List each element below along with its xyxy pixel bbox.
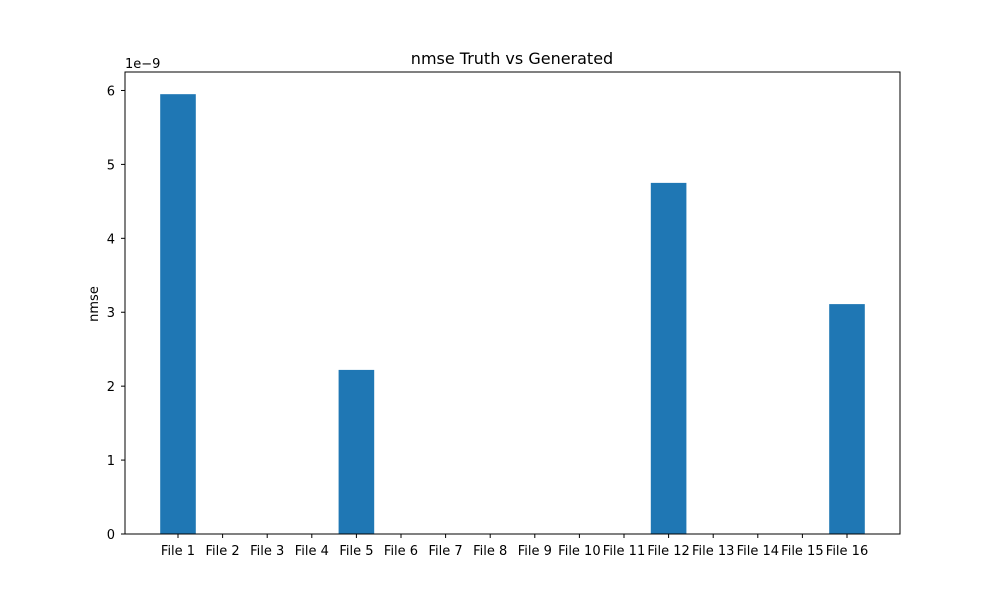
plot-area-frame [124,71,901,535]
bar-file-16 [829,304,865,534]
x-tick-label: File 9 [518,544,552,559]
y-tick-label: 2 [107,380,115,395]
y-tick-label: 1 [107,454,115,469]
x-tick-label: File 15 [781,544,823,559]
x-tick-label: File 4 [295,544,329,559]
y-tick-label: 3 [107,306,115,321]
y-tick-label: 0 [107,528,115,543]
x-tick-label: File 8 [473,544,507,559]
x-tick-label: File 2 [206,544,240,559]
y-ticks-group: 0 1 2 3 4 5 6 [107,84,125,543]
bar-file-5 [338,369,375,534]
x-tick-label: File 3 [250,544,284,559]
x-tick-label: File 7 [429,544,463,559]
y-axis-label: nmse [87,286,102,322]
x-tick-label: File 5 [339,544,373,559]
x-tick-label: File 11 [603,544,645,559]
y-scale-label: 1e−9 [125,57,160,72]
y-tick-label: 5 [107,158,115,173]
x-tick-label: File 12 [647,544,689,559]
bars-group [160,94,865,535]
x-tick-label: File 10 [558,544,600,559]
x-tick-label: File 16 [826,544,868,559]
chart-title: nmse Truth vs Generated [411,49,613,68]
bar-file-1 [160,94,196,535]
x-tick-label: File 6 [384,544,418,559]
x-tick-label: File 13 [692,544,734,559]
y-tick-label: 4 [107,232,115,247]
y-tick-label: 6 [107,84,115,99]
x-ticks-group: File 1 File 2 File 3 File 4 File 5 File 6 File… [161,534,868,559]
bar-file-12 [650,182,687,534]
x-tick-label: File 14 [737,544,779,559]
x-tick-label: File 1 [161,544,195,559]
